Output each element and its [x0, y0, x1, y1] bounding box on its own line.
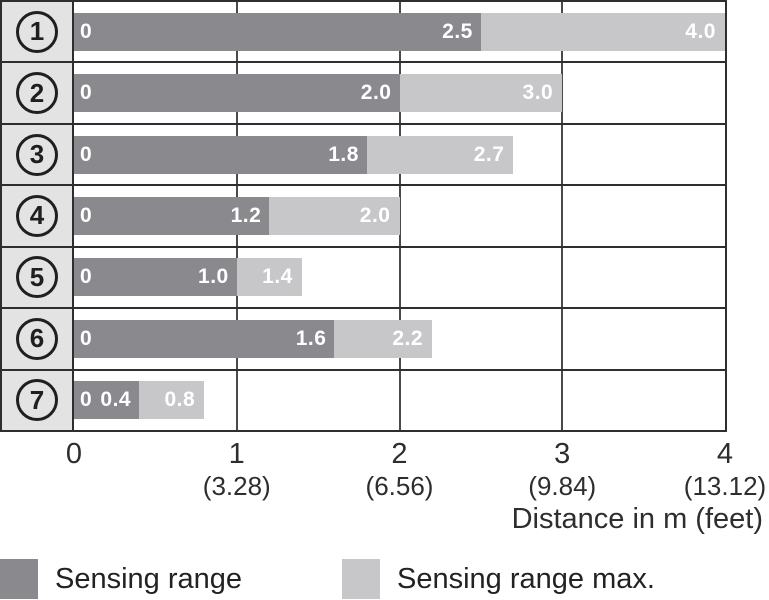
gridline	[561, 186, 564, 246]
gridline	[561, 370, 564, 430]
x-axis-tick: 4 (13.12)	[684, 438, 766, 501]
tick-feet-value: (13.12)	[683, 471, 767, 501]
row-number-circled: 3	[16, 133, 58, 176]
bar-group: 0.8 0.4 0	[74, 381, 725, 420]
gridline	[561, 63, 564, 123]
chart-row: 7 0.8 0.4 0	[2, 368, 725, 430]
bar-group: 2.0 1.2 0	[74, 196, 725, 235]
tick-feet-value: (3.28)	[202, 471, 271, 501]
row-label-cell: 7	[2, 370, 74, 430]
bar-sensing-range: 1.2	[74, 196, 270, 235]
row-plot: 2.0 1.2 0	[74, 186, 725, 246]
legend-item: Sensing range max.	[342, 558, 655, 600]
legend-swatch	[342, 559, 380, 599]
row-plot: 0.8 0.4 0	[74, 370, 725, 430]
bar-range-value-label: 2.0	[360, 81, 392, 105]
row-plot: 4.0 2.5 0	[74, 2, 725, 62]
bar-sensing-range: 2.5	[74, 12, 481, 51]
row-number-circled: 6	[16, 317, 58, 360]
row-label-cell: 2	[2, 63, 74, 123]
tick-feet-value: (6.56)	[365, 471, 434, 501]
bar-group: 2.7 1.8 0	[74, 135, 725, 174]
bar-range-value-label: 2.5	[442, 19, 473, 43]
x-axis-tick: 2 (6.56)	[366, 438, 434, 501]
bar-sensing-range: 1.6	[74, 319, 335, 358]
bar-sensing-range: 2.0	[74, 74, 400, 113]
x-axis-tick: 3 (9.84)	[528, 438, 596, 501]
bar-zero-label: 0	[80, 203, 92, 227]
tick-meters-value: 2	[391, 438, 408, 470]
chart-row: 2 3.0 2.0 0	[2, 61, 725, 123]
chart-row: 6 2.2 1.6 0	[2, 307, 725, 369]
bar-max-value-label: 1.4	[262, 265, 293, 289]
bar-sensing-range: 1.0	[74, 258, 237, 297]
chart-row: 1 4.0 2.5 0	[2, 2, 725, 62]
tick-meters-value: 0	[65, 438, 83, 470]
chart-row: 4 2.0 1.2 0	[2, 184, 725, 246]
row-plot: 2.7 1.8 0	[74, 124, 725, 185]
legend-item: Sensing range	[0, 558, 242, 600]
bar-max-value-label: 2.7	[473, 142, 505, 166]
gridline	[398, 186, 401, 246]
bar-zero-label: 0	[80, 326, 92, 350]
x-axis-tick: 1 (3.28)	[203, 438, 271, 501]
bar-zero-label: 0	[80, 142, 92, 166]
tick-meters-value: 3	[554, 438, 571, 470]
bar-zero-label: 0	[80, 265, 92, 289]
bar-range-value-label: 1.2	[230, 203, 262, 227]
chart-row: 5 1.4 1.0 0	[2, 245, 725, 308]
row-plot: 1.4 1.0 0	[74, 247, 725, 308]
x-axis-tick: 0	[66, 438, 82, 470]
bar-sensing-range: 1.8	[74, 135, 367, 174]
bar-zero-label: 0	[80, 388, 92, 412]
x-axis: 0 1 (3.28) 2 (6.56) 3 (9.84) 4 (13.12)	[0, 438, 769, 510]
bar-group: 2.2 1.6 0	[74, 319, 725, 358]
bar-max-value-label: 2.2	[392, 326, 424, 350]
bar-range-value-label: 1.0	[198, 265, 229, 289]
bar-group: 3.0 2.0 0	[74, 74, 725, 113]
gridline	[561, 247, 564, 308]
chart-rows: 1 4.0 2.5 0 2 3.0 2.0 0 3 2.7 1.8 0 4 2.0 1.2 0 5 1.4 1.0 0…	[2, 2, 725, 430]
row-number-circled: 5	[16, 256, 58, 299]
legend-label: Sensing range max.	[397, 562, 655, 595]
bar-chart: 1 4.0 2.5 0 2 3.0 2.0 0 3 2.7 1.8 0 4 2.0 1.2 0 5 1.4 1.0 0…	[0, 0, 727, 432]
bar-range-value-label: 1.6	[295, 326, 327, 350]
x-axis-title: Distance in m (feet)	[511, 503, 763, 535]
bar-max-value-label: 3.0	[522, 81, 554, 105]
tick-feet-value: (9.84)	[528, 471, 597, 501]
gridline	[398, 370, 401, 430]
row-number-circled: 1	[16, 10, 58, 53]
bar-zero-label: 0	[80, 19, 92, 43]
bar-range-value-label: 0.4	[100, 388, 132, 412]
gridline	[398, 247, 401, 308]
gridline	[561, 124, 564, 185]
bar-group: 4.0 2.5 0	[74, 12, 725, 51]
legend-label: Sensing range	[55, 562, 243, 595]
gridline	[561, 309, 564, 369]
row-label-cell: 5	[2, 247, 74, 308]
chart-row: 3 2.7 1.8 0	[2, 122, 725, 185]
row-number-circled: 4	[16, 194, 58, 237]
row-number-circled: 2	[16, 72, 58, 115]
bar-max-value-label: 2.0	[359, 203, 391, 227]
row-label-cell: 1	[2, 2, 74, 62]
tick-meters-value: 1	[228, 438, 245, 470]
bar-range-value-label: 1.8	[328, 142, 359, 166]
row-plot: 3.0 2.0 0	[74, 63, 725, 123]
tick-meters-value: 4	[716, 438, 734, 470]
bar-max-value-label: 0.8	[164, 388, 196, 412]
legend: Sensing range Sensing range max.	[0, 558, 769, 600]
bar-sensing-range: 0.4	[74, 381, 140, 420]
bar-max-value-label: 4.0	[685, 19, 716, 43]
row-plot: 2.2 1.6 0	[74, 309, 725, 369]
row-label-cell: 4	[2, 186, 74, 246]
bar-group: 1.4 1.0 0	[74, 258, 725, 297]
row-number-circled: 7	[16, 379, 58, 422]
gridline	[235, 370, 238, 430]
legend-swatch	[0, 559, 38, 599]
row-label-cell: 3	[2, 124, 74, 185]
row-label-cell: 6	[2, 309, 74, 369]
bar-zero-label: 0	[80, 81, 92, 105]
